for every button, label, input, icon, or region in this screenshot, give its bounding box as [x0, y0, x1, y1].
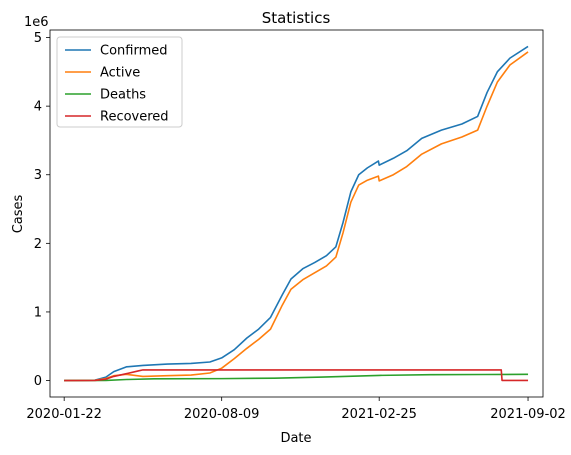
- legend-label-active: Active: [100, 66, 140, 81]
- series-line-active: [64, 51, 529, 382]
- legend-label-deaths: Deaths: [100, 88, 146, 103]
- y-tick-label: 3: [34, 168, 42, 183]
- x-axis-label: Date: [280, 431, 311, 446]
- series-line-recovered: [64, 369, 529, 382]
- x-tick-label: 2021-02-25: [341, 407, 417, 422]
- x-tick-label: 2020-08-09: [184, 407, 260, 422]
- legend-label-confirmed: Confirmed: [100, 44, 168, 59]
- y-axis-label: Cases: [11, 194, 26, 233]
- y-tick-label: 0: [34, 374, 42, 389]
- series-line-confirmed: [64, 45, 529, 382]
- y-tick-label: 1: [34, 305, 42, 320]
- chart-title: Statistics: [262, 9, 331, 27]
- axes: 0 1 2 3 4 5 2020-01-22 2020-08-09 2021-02-25 2021…: [26, 31, 565, 422]
- x-tick-label: 2021-09-02: [490, 407, 566, 422]
- x-tick-label: 2020-01-22: [26, 407, 102, 422]
- legend-box: [56, 36, 183, 128]
- series-line-deaths: [64, 373, 529, 382]
- y-tick-label: 5: [34, 31, 42, 46]
- y-tick-label: 2: [34, 237, 42, 252]
- legend-label-recovered: Recovered: [100, 110, 169, 125]
- legend: Confirmed Active Deaths Recovered: [56, 36, 183, 128]
- y-offset-label: 1e6: [24, 15, 49, 30]
- plot-area-frame: [49, 29, 544, 398]
- y-tick-label: 4: [34, 100, 42, 115]
- series-lines: [64, 45, 529, 382]
